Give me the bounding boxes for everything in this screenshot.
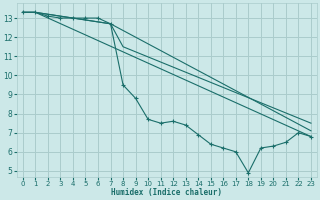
X-axis label: Humidex (Indice chaleur): Humidex (Indice chaleur) (111, 188, 222, 197)
